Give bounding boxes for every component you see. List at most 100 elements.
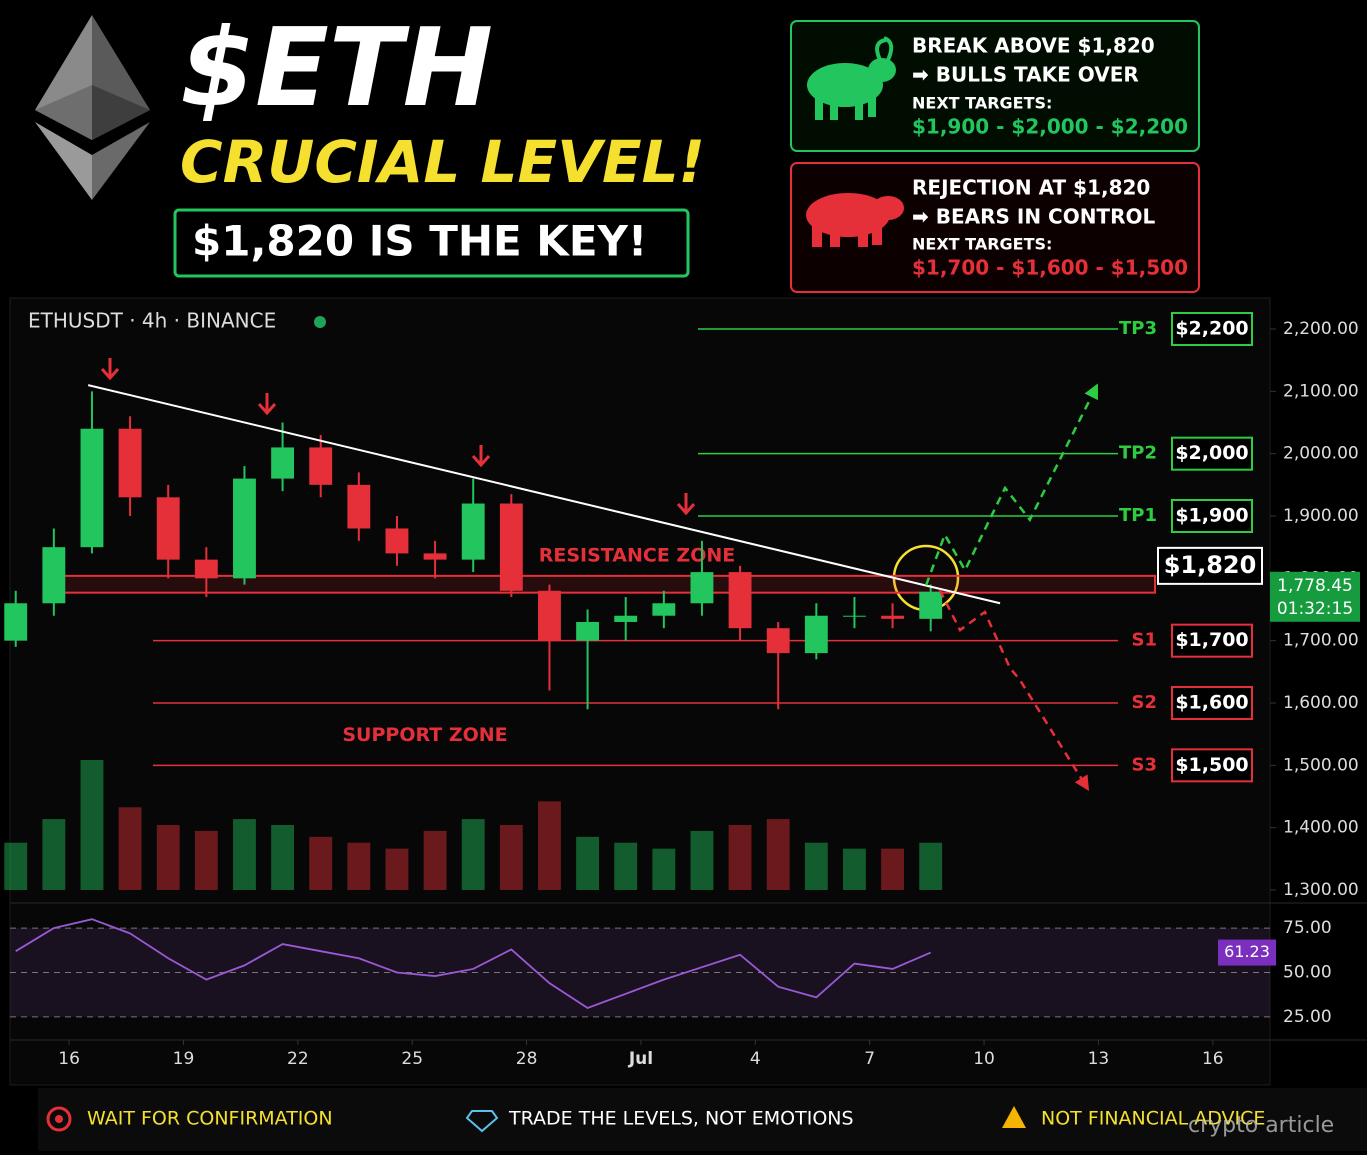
level-label: $2,200: [1175, 318, 1248, 340]
footer-item: WAIT FOR CONFIRMATION: [87, 1108, 333, 1130]
candle-body: [385, 528, 409, 554]
bull-line3: NEXT TARGETS:: [912, 94, 1052, 113]
key-level-box: [1157, 546, 1263, 585]
chart-pane: [9, 297, 1271, 1086]
volume-bar: [766, 819, 790, 890]
y-tick-label: 1,400.00: [1283, 818, 1359, 838]
x-tick-label: 28: [516, 1049, 538, 1069]
level-box: [1171, 686, 1253, 720]
volume-bar: [80, 760, 104, 890]
key-box: [173, 208, 690, 278]
rsi-value-box: [1218, 939, 1276, 966]
x-tick-label: 25: [401, 1049, 423, 1069]
candle-body: [843, 615, 866, 617]
level-name: S1: [1132, 630, 1158, 651]
x-tick-label: 16: [58, 1049, 80, 1069]
volume-bar: [233, 819, 256, 890]
candle-body: [728, 572, 752, 629]
volume-bar: [843, 848, 866, 890]
y-tick-label: 1,500.00: [1283, 755, 1359, 775]
x-tick-label: 4: [750, 1049, 761, 1069]
rsi-value-label: 61.23: [1224, 942, 1270, 961]
y-tick-label: 1,600.00: [1283, 693, 1359, 713]
diamond-icon: [465, 1110, 499, 1133]
level-name: TP3: [1119, 318, 1157, 339]
candle-body: [538, 590, 561, 641]
last-price-box: [1270, 571, 1360, 622]
volume-bar: [728, 825, 752, 890]
volume-bar: [881, 848, 905, 890]
watermark: crypto article: [1188, 1113, 1334, 1138]
peak-arrows: [100, 358, 696, 516]
footer-item: NOT FINANCIAL ADVICE: [1041, 1108, 1265, 1130]
candle-body: [309, 447, 333, 485]
candle-body: [881, 615, 905, 619]
y-tick-label: 1,700.00: [1283, 631, 1359, 651]
candle-body: [80, 428, 104, 548]
x-tick-label: 10: [973, 1049, 995, 1069]
footer-item: TRADE THE LEVELS, NOT EMOTIONS: [508, 1108, 854, 1130]
subtitle: CRUCIAL LEVEL!: [180, 128, 705, 196]
level-box: [1171, 312, 1253, 346]
candle-body: [423, 553, 447, 560]
level-label: $1,700: [1175, 629, 1248, 651]
candle-body: [614, 615, 638, 622]
x-tick-label: Jul: [628, 1049, 653, 1069]
zone-label: SUPPORT ZONE: [342, 724, 507, 746]
y-tick-label: 2,200.00: [1283, 319, 1359, 339]
target-icon: [46, 1106, 72, 1132]
rsi-tick-label: 25.00: [1283, 1007, 1332, 1027]
level-box: [1171, 623, 1253, 658]
zone-label: RESISTANCE ZONE: [539, 544, 736, 566]
volume-bar: [309, 836, 333, 890]
bull-line2: ➡ BULLS TAKE OVER: [912, 63, 1139, 87]
y-tick-label: 2,100.00: [1283, 381, 1359, 401]
candle-body: [919, 591, 943, 619]
bear-icon: [806, 193, 904, 247]
key-level-label: $1,820: [1164, 551, 1257, 579]
candle-body: [156, 497, 180, 560]
bull-icon: [807, 36, 896, 120]
last-price-label: 1,778.45: [1277, 576, 1353, 596]
bull-line1: BREAK ABOVE $1,820: [912, 34, 1155, 58]
bear-box: [790, 162, 1200, 293]
eth-logo: [35, 15, 150, 200]
candle-body: [804, 615, 828, 654]
candle-body: [271, 447, 295, 479]
candle-body: [652, 603, 676, 616]
volume-bar: [576, 836, 600, 890]
trendline: [87, 384, 1001, 605]
level-name: S2: [1132, 692, 1158, 713]
level-name: S3: [1132, 754, 1158, 775]
volume-bar: [42, 819, 66, 890]
candle-body: [233, 478, 256, 579]
key-message: $1,820 IS THE KEY!: [192, 217, 647, 266]
candle-body: [499, 503, 523, 591]
rsi-tick-label: 50.00: [1283, 963, 1332, 983]
volume-bar: [118, 807, 142, 890]
level-box: [1171, 748, 1253, 783]
volume-bar: [461, 819, 485, 890]
level-box: [1171, 499, 1253, 533]
level-box: [1171, 436, 1253, 471]
volume-bar: [347, 842, 371, 890]
bear-line1: REJECTION AT $1,820: [912, 176, 1150, 200]
volume-bar: [538, 801, 561, 890]
volume-bar: [499, 825, 523, 890]
level-label: $1,900: [1175, 505, 1248, 527]
resistance-zone: [52, 574, 1156, 594]
candle-body: [576, 621, 600, 641]
status-dot: [314, 316, 326, 328]
level-label: $1,600: [1175, 692, 1248, 714]
level-label: $2,000: [1175, 442, 1248, 464]
volume-bar: [690, 830, 714, 890]
level-name: TP1: [1119, 505, 1157, 526]
volume-bar: [194, 830, 218, 890]
target-icon: [55, 1115, 63, 1123]
candle-body: [118, 428, 142, 498]
volume-bar: [423, 830, 447, 890]
volume-bar: [804, 842, 828, 890]
volume-bar: [271, 825, 295, 890]
x-tick-label: 19: [173, 1049, 195, 1069]
